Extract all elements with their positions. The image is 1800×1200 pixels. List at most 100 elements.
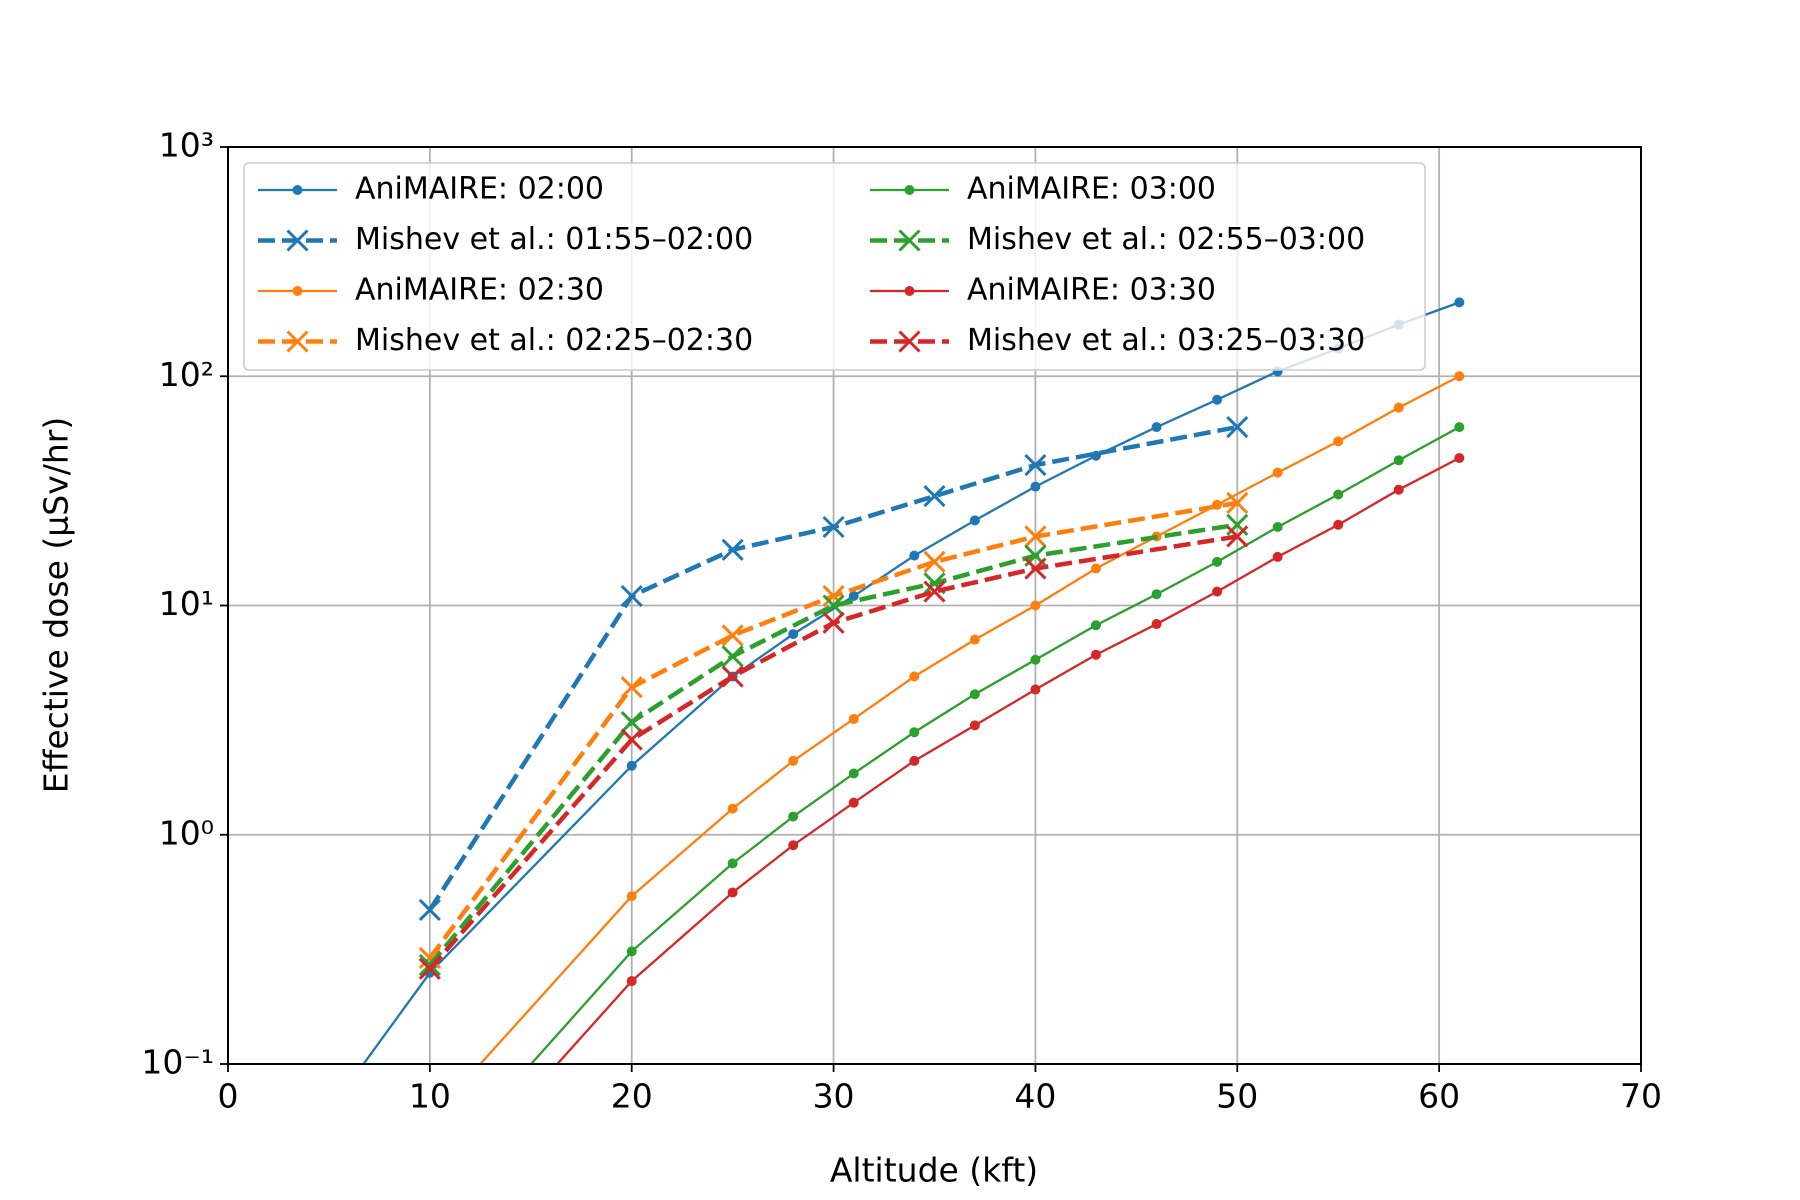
marker bbox=[620, 711, 643, 734]
marker bbox=[1030, 684, 1041, 695]
marker bbox=[923, 485, 946, 508]
legend-label: Mishev et al.: 03:25–03:30 bbox=[967, 323, 1365, 358]
legend-label: AniMAIRE: 03:30 bbox=[967, 273, 1216, 308]
marker bbox=[425, 1172, 435, 1182]
marker bbox=[418, 957, 441, 980]
legend-label: Mishev et al.: 02:25–02:30 bbox=[355, 323, 753, 358]
marker bbox=[292, 185, 303, 195]
x-tick-label: 40 bbox=[1014, 1077, 1056, 1116]
marker bbox=[1151, 619, 1162, 630]
marker bbox=[1333, 436, 1344, 447]
y-tick-label: 10⁰ bbox=[159, 813, 214, 852]
x-tick-label: 60 bbox=[1418, 1077, 1460, 1116]
marker bbox=[848, 591, 859, 602]
marker bbox=[1226, 416, 1249, 439]
marker bbox=[822, 594, 845, 617]
marker bbox=[923, 550, 946, 573]
marker bbox=[727, 887, 738, 898]
marker bbox=[1024, 453, 1047, 477]
marker bbox=[1090, 563, 1101, 574]
x-tick-label: 20 bbox=[611, 1077, 653, 1116]
marker bbox=[620, 584, 643, 608]
marker bbox=[1030, 600, 1041, 611]
marker bbox=[286, 330, 309, 353]
legend-label: Mishev et al.: 02:55–03:00 bbox=[967, 222, 1365, 257]
x-axis-label: Altitude (kft) bbox=[830, 1151, 1038, 1190]
marker bbox=[848, 768, 859, 779]
marker bbox=[1212, 556, 1223, 567]
x-tick-label: 0 bbox=[218, 1077, 239, 1116]
marker bbox=[1226, 525, 1249, 548]
marker bbox=[721, 645, 744, 668]
marker bbox=[1090, 450, 1101, 461]
x-tick-label: 10 bbox=[409, 1077, 451, 1116]
marker bbox=[898, 229, 921, 252]
marker bbox=[1212, 586, 1223, 597]
marker bbox=[324, 1107, 334, 1117]
series-line bbox=[362, 301, 1460, 1064]
marker bbox=[721, 624, 744, 647]
marker bbox=[1454, 297, 1465, 308]
marker bbox=[848, 797, 859, 808]
y-tick-label: 10² bbox=[159, 355, 214, 394]
x-tick-label: 70 bbox=[1620, 1077, 1662, 1116]
marker bbox=[1272, 521, 1283, 532]
marker bbox=[909, 550, 920, 561]
series-line bbox=[555, 456, 1460, 1064]
marker bbox=[620, 728, 643, 751]
marker bbox=[1212, 394, 1223, 405]
marker bbox=[1272, 467, 1283, 478]
marker bbox=[788, 840, 799, 851]
marker bbox=[727, 803, 738, 814]
marker bbox=[425, 1115, 435, 1125]
legend-box bbox=[243, 162, 1426, 371]
marker bbox=[1454, 371, 1465, 382]
marker bbox=[286, 229, 309, 252]
marker bbox=[822, 515, 845, 539]
marker bbox=[1090, 620, 1101, 631]
y-axis-label: Effective dose (μSv/hr) bbox=[37, 417, 76, 793]
marker bbox=[788, 755, 799, 766]
marker bbox=[626, 891, 637, 902]
marker bbox=[1393, 402, 1404, 413]
marker bbox=[969, 689, 980, 700]
marker bbox=[721, 665, 744, 688]
marker bbox=[904, 185, 915, 195]
marker bbox=[969, 634, 980, 645]
marker bbox=[1151, 589, 1162, 600]
marker bbox=[626, 946, 637, 957]
marker bbox=[788, 811, 799, 822]
marker bbox=[721, 538, 744, 561]
marker bbox=[1454, 422, 1465, 433]
marker bbox=[1333, 519, 1344, 530]
marker bbox=[620, 676, 643, 699]
marker bbox=[898, 330, 921, 353]
x-tick-label: 50 bbox=[1216, 1077, 1258, 1116]
marker bbox=[1030, 481, 1041, 492]
marker bbox=[1090, 649, 1101, 660]
marker bbox=[909, 671, 920, 682]
marker bbox=[1454, 452, 1465, 463]
marker bbox=[1393, 484, 1404, 495]
marker bbox=[1151, 422, 1162, 433]
marker bbox=[1272, 551, 1283, 562]
marker bbox=[727, 858, 738, 869]
marker bbox=[822, 611, 845, 634]
legend-label: AniMAIRE: 02:30 bbox=[355, 273, 604, 308]
marker bbox=[848, 713, 859, 724]
marker bbox=[904, 286, 915, 296]
marker bbox=[1393, 455, 1404, 466]
marker bbox=[1024, 525, 1047, 548]
marker bbox=[1030, 654, 1041, 665]
ticks: 0 10 20 30 40 50 60 70 10⁻¹ 10⁰ 10¹ 10² 10³ bbox=[141, 126, 1662, 1116]
marker bbox=[626, 760, 637, 771]
legend-label: Mishev et al.: 01:55–02:00 bbox=[355, 222, 753, 257]
legend-label: AniMAIRE: 03:00 bbox=[967, 172, 1216, 207]
marker bbox=[909, 727, 920, 738]
marker bbox=[1333, 489, 1344, 500]
marker bbox=[626, 976, 637, 987]
y-tick-label: 10⁻¹ bbox=[141, 1043, 214, 1082]
marker bbox=[788, 629, 799, 640]
marker bbox=[923, 580, 946, 603]
